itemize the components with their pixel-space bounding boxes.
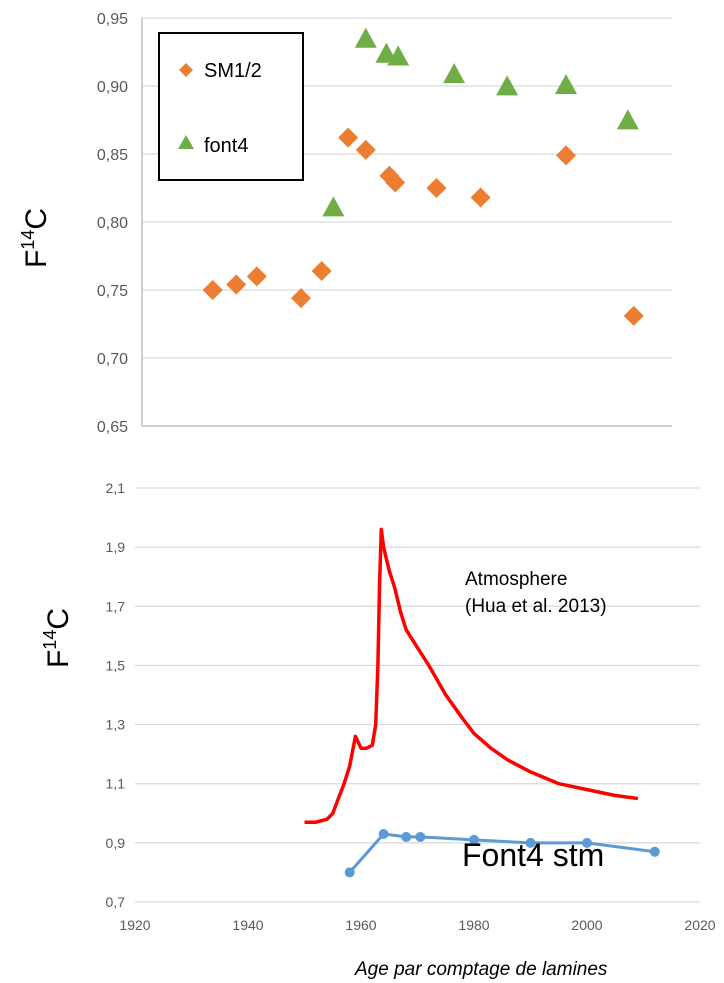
font4-point [555, 74, 577, 94]
top-y-tick-label: 0,90 [97, 79, 128, 96]
top-y-tick-label: 0,75 [97, 283, 128, 300]
sm12-point [202, 280, 223, 300]
legend-label-sm12: SM1/2 [204, 60, 262, 82]
atmosphere-annotation-line1: Atmosphere [465, 569, 567, 590]
bottom-y-tick-label: 1,5 [106, 657, 126, 673]
font4-point [387, 45, 410, 66]
sm12-point [311, 260, 332, 281]
bottom-gridlines [135, 487, 700, 903]
font4-stm-annotation: Font4 stm [462, 837, 604, 873]
sm12-point [355, 139, 376, 160]
sm12-point [226, 274, 247, 295]
top-scatter-chart: 0,95 0,90 0,85 0,80 0,75 0,70 0,65 F14C SM1/2 … [18, 11, 672, 436]
sm12-point [623, 305, 644, 326]
bottom-x-tick-label: 2000 [571, 917, 602, 933]
top-data-points [202, 27, 644, 326]
legend-label-font4: font4 [204, 135, 248, 157]
bottom-y-tick-label: 2,1 [106, 480, 126, 496]
font4-point [496, 75, 519, 96]
sm12-point [338, 127, 359, 148]
bottom-y-tick-label: 1,3 [106, 717, 126, 733]
top-axes [141, 18, 672, 427]
bottom-x-tick-label: 1980 [458, 917, 489, 933]
bottom-y-tick-labels: 2,1 1,9 1,7 1,5 1,3 1,1 0,9 0,7 [106, 480, 126, 910]
font4-point [322, 196, 345, 217]
bottom-y-axis-label: F14C [40, 608, 75, 668]
bottom-x-tick-label: 1940 [232, 917, 263, 933]
legend-box [158, 32, 304, 181]
sm12-point [556, 145, 576, 166]
font4-point [616, 109, 639, 130]
top-y-tick-label: 0,95 [97, 11, 128, 28]
atmosphere-line [304, 527, 639, 824]
bottom-y-tick-label: 0,9 [106, 835, 126, 851]
atmosphere-annotation-line2: (Hua et al. 2013) [465, 596, 607, 617]
bottom-x-tick-label: 1920 [119, 917, 150, 933]
sm12-point [246, 266, 267, 287]
top-y-tick-label: 0,65 [97, 419, 128, 436]
sm12-point [291, 288, 311, 309]
font4-stm-point [344, 867, 355, 878]
font4-stm-point [401, 831, 412, 842]
bottom-x-axis-label: Age par comptage de lamines [354, 959, 608, 980]
bottom-y-tick-label: 1,1 [106, 776, 126, 792]
top-y-tick-label: 0,70 [97, 351, 128, 368]
bottom-y-tick-label: 1,9 [106, 539, 126, 555]
font4-stm-point [469, 834, 479, 845]
bottom-y-tick-label: 0,7 [106, 894, 126, 910]
font4-stm-point [378, 828, 389, 839]
bottom-line-chart: 2,1 1,9 1,7 1,5 1,3 1,1 0,9 0,7 1920 1940 1960 198… [40, 480, 716, 980]
legend-marker-font4 [178, 135, 194, 149]
sm12-point [385, 172, 406, 193]
sm12-point [426, 178, 447, 198]
font4-stm-point [415, 831, 426, 842]
bottom-x-tick-label: 2020 [684, 917, 715, 933]
font4-stm-point [582, 837, 592, 848]
top-legend: SM1/2 font4 [158, 32, 304, 181]
font4-stm-point [649, 846, 660, 857]
bottom-series-lines [304, 527, 660, 878]
font4-point [354, 27, 377, 48]
bottom-x-tick-label: 1960 [345, 917, 376, 933]
top-y-tick-label: 0,85 [97, 147, 128, 164]
font4-stm-point [525, 837, 536, 848]
top-y-tick-label: 0,80 [97, 215, 128, 232]
font4-point [443, 63, 466, 84]
legend-marker-sm12 [179, 63, 193, 77]
top-y-tick-labels: 0,95 0,90 0,85 0,80 0,75 0,70 0,65 [97, 11, 128, 436]
bottom-y-tick-label: 1,7 [106, 598, 126, 614]
top-y-axis-label: F14C [18, 208, 53, 268]
bottom-x-tick-labels: 1920 1940 1960 1980 2000 2020 [119, 917, 715, 933]
sm12-point [470, 187, 491, 208]
